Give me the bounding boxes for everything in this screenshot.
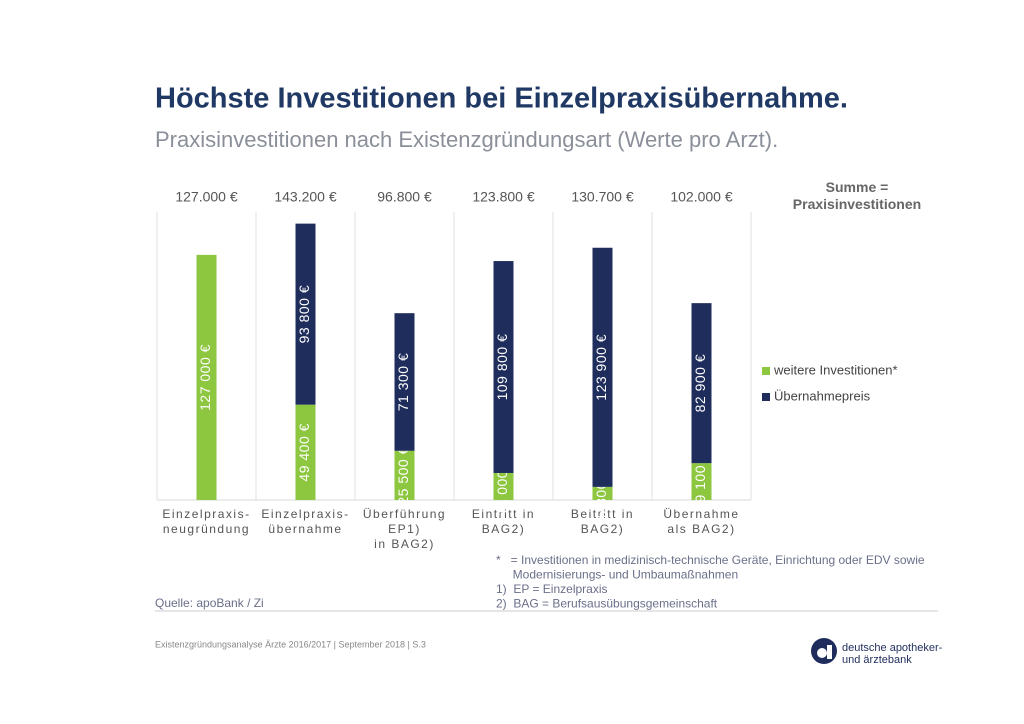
logo-mark-stem — [827, 645, 832, 659]
total-label: 143.200 € — [274, 189, 336, 205]
x-tick-label: Eintritt in BAG2) — [472, 507, 535, 536]
x-tick-label: Einzelpraxis-übernahme — [261, 507, 349, 536]
bar-segment — [592, 247, 613, 487]
bar-segment — [295, 404, 316, 500]
total-label: 102.000 € — [670, 189, 732, 205]
footnote: Modernisierungs- und Umbaumaßnahmen — [496, 568, 738, 582]
legend-label: weitere Investitionen* — [773, 362, 898, 377]
data-label: 127 000 € — [197, 344, 213, 411]
legend-label: Übernahmepreis — [774, 388, 871, 403]
chart-subtitle: Praxisinvestitionen nach Existenzgründun… — [155, 127, 778, 152]
footer: Existenzgründungsanalyse Ärzte 2016/2017… — [155, 639, 426, 649]
data-label: 49 400 € — [296, 423, 312, 482]
data-label: 109 800 € — [494, 334, 510, 401]
logo-mark-inner — [817, 648, 827, 658]
source: Quelle: apoBank / Zi — [155, 596, 264, 610]
bar-segment — [394, 313, 415, 451]
bar-segment — [196, 254, 217, 500]
data-label: 19 100 € — [692, 452, 708, 511]
data-label: 93 800 € — [296, 285, 312, 344]
bar-segment — [691, 303, 712, 464]
data-label: 25 500 € — [395, 446, 411, 505]
total-label: 123.800 € — [472, 189, 534, 205]
total-label: 127.000 € — [175, 189, 237, 205]
bar-segment — [493, 261, 514, 473]
legend-swatch — [762, 367, 770, 375]
data-label: 71 300 € — [395, 353, 411, 412]
total-label: 96.800 € — [377, 189, 432, 205]
x-tick-label: Einzelpraxis-neugründung — [162, 507, 250, 536]
x-tick-label: Überführung EP1) in BAG2) — [363, 507, 446, 551]
data-label: 82 900 € — [692, 354, 708, 413]
bar-segment — [295, 223, 316, 405]
bar-segment — [691, 463, 712, 500]
legend-title: Summe = Praxisinvestitionen — [793, 179, 921, 212]
bar-segment — [394, 450, 415, 500]
x-tick-label: Übernahme als BAG2) — [663, 507, 739, 536]
footnote: 2) BAG = Berufsausübungsgemeinschaft — [496, 597, 718, 611]
footnote: 1) EP = Einzelpraxis — [496, 582, 608, 596]
bar-segment — [493, 472, 514, 500]
bar-segment — [592, 486, 613, 500]
data-label: 123 900 € — [593, 334, 609, 401]
x-tick-label: Beitritt in BAG2) — [571, 507, 634, 536]
logo-text: deutsche apotheker-und ärztebank — [842, 642, 943, 666]
legend-swatch — [762, 393, 770, 401]
footnote: * = Investitionen in medizinisch-technis… — [496, 553, 925, 567]
total-label: 130.700 € — [571, 189, 633, 205]
chart-title: Höchste Investitionen bei Einzelpraxisüb… — [155, 83, 848, 115]
